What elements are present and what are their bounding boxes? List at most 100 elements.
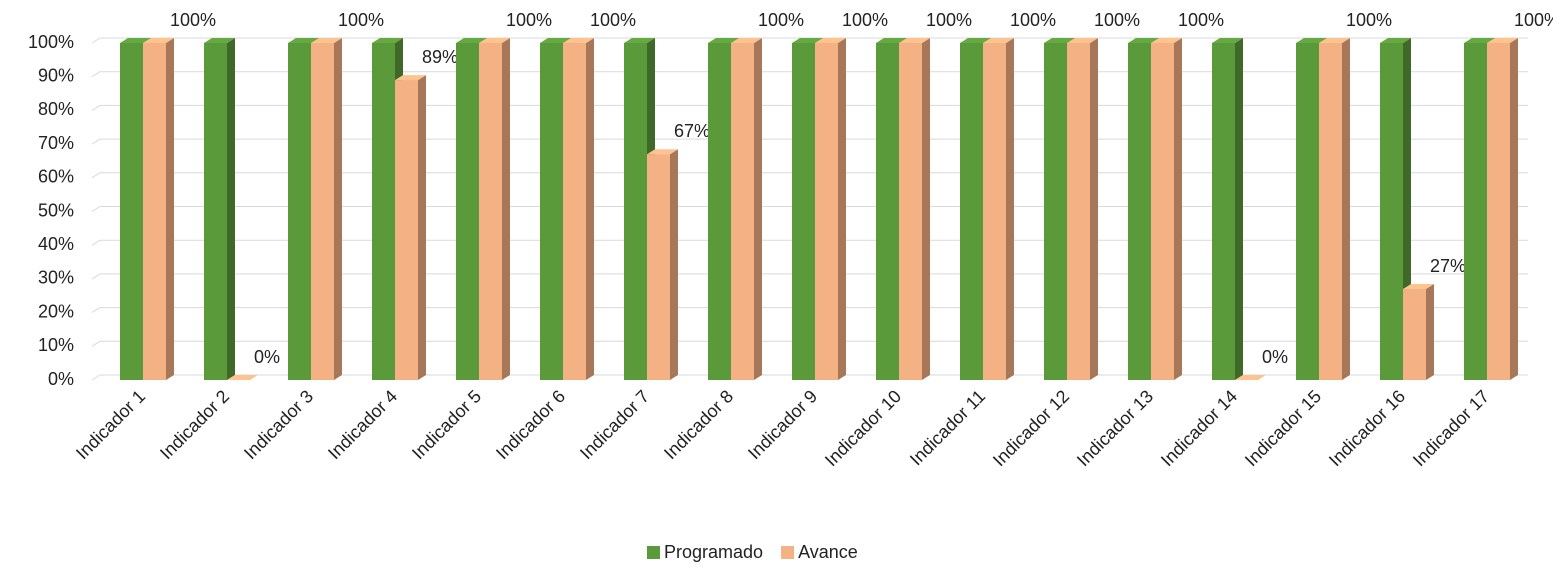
bar-side	[922, 38, 930, 380]
bar-side	[1006, 38, 1014, 380]
grid-line	[91, 37, 101, 44]
bar-top	[876, 38, 907, 43]
y-tick-label: 0%	[48, 369, 74, 389]
bar	[143, 43, 166, 380]
bar-top	[708, 38, 739, 43]
bar-side	[1090, 38, 1098, 380]
bar-top	[1128, 38, 1159, 43]
grid-line	[91, 104, 101, 111]
x-tick-label: Indicador 4	[324, 386, 401, 463]
x-tick-label: Indicador 8	[660, 386, 737, 463]
bar-top	[540, 38, 571, 43]
bar	[647, 154, 670, 380]
bar-top	[479, 38, 510, 43]
bar	[815, 43, 838, 380]
bar-side	[1174, 38, 1182, 380]
bar	[1296, 43, 1319, 380]
data-label: 100%	[590, 10, 636, 30]
bar-top	[1151, 38, 1182, 43]
bar	[1151, 43, 1174, 380]
legend-swatch	[781, 546, 795, 559]
data-label: 100%	[1514, 10, 1553, 30]
bar-top	[1296, 38, 1327, 43]
bar-side	[754, 38, 762, 380]
y-tick-label: 90%	[38, 65, 74, 85]
bar-top	[1487, 38, 1518, 43]
x-tick-label: Indicador 12	[989, 386, 1073, 470]
bar-top	[983, 38, 1014, 43]
y-tick-label: 20%	[38, 301, 74, 321]
bar	[1464, 43, 1487, 380]
x-tick-label: Indicador 11	[906, 386, 989, 469]
y-tick-label: 50%	[38, 200, 74, 220]
x-tick-label: Indicador 2	[156, 386, 233, 463]
bar-top	[1319, 38, 1350, 43]
x-tick-label: Indicador 9	[744, 386, 821, 463]
bar	[1403, 289, 1426, 380]
bar	[1380, 43, 1403, 380]
bar	[1044, 43, 1067, 380]
x-tick-label: Indicador 3	[240, 386, 317, 463]
bar-top	[647, 149, 678, 155]
bar	[983, 43, 1006, 380]
data-label: 0%	[1262, 347, 1288, 367]
bar-top	[1067, 38, 1098, 43]
grid-line	[91, 273, 101, 280]
data-label: 100%	[1094, 10, 1140, 30]
bar	[395, 80, 418, 380]
bar-side	[1342, 38, 1350, 380]
bar-side	[838, 38, 846, 380]
bar-top	[960, 38, 991, 43]
legend-label: Programado	[664, 542, 763, 562]
bar-top	[792, 38, 823, 43]
bar-side	[1510, 38, 1518, 380]
y-tick-label: 40%	[38, 234, 74, 254]
bar	[1487, 43, 1510, 380]
bar-top	[1464, 38, 1495, 43]
bar-side	[418, 75, 426, 380]
bar-side	[166, 38, 174, 380]
legend-swatch	[647, 546, 660, 559]
x-tick-label: Indicador 5	[408, 386, 485, 463]
bar	[731, 43, 754, 380]
grid-line	[91, 206, 101, 212]
y-tick-label: 10%	[38, 335, 74, 355]
bar	[311, 43, 334, 380]
grid-line	[91, 138, 101, 145]
bar-side	[1235, 38, 1243, 380]
data-label: 27%	[1430, 256, 1466, 276]
data-label: 100%	[170, 10, 216, 30]
bar	[708, 43, 731, 380]
bar-side	[586, 38, 594, 380]
bar	[1128, 43, 1151, 380]
bar-top	[288, 38, 319, 43]
grid-line	[91, 71, 101, 78]
bar-top	[815, 38, 846, 43]
grid-line	[91, 239, 101, 246]
bar	[876, 43, 899, 380]
bar	[288, 43, 311, 380]
bar	[899, 43, 922, 380]
x-tick-label: Indicador 7	[576, 386, 653, 463]
data-label: 0%	[254, 347, 280, 367]
data-label: 100%	[1346, 10, 1392, 30]
grid-line	[91, 340, 101, 347]
bar-top	[372, 38, 403, 43]
bar-top	[227, 375, 258, 380]
grid-line	[91, 172, 101, 179]
data-label: 100%	[1178, 10, 1224, 30]
x-tick-label: Indicador 6	[492, 386, 569, 463]
bar-top	[1212, 38, 1243, 43]
bar	[1212, 43, 1235, 380]
bar	[792, 43, 815, 380]
bar	[456, 43, 479, 380]
x-tick-label: Indicador 15	[1241, 386, 1325, 470]
x-tick-label: Indicador 1	[72, 386, 149, 463]
bar-top	[456, 38, 487, 43]
bar	[563, 43, 586, 380]
grid-line	[91, 307, 101, 314]
y-tick-label: 30%	[38, 268, 74, 288]
y-tick-label: 70%	[38, 133, 74, 153]
data-label: 89%	[422, 47, 458, 67]
